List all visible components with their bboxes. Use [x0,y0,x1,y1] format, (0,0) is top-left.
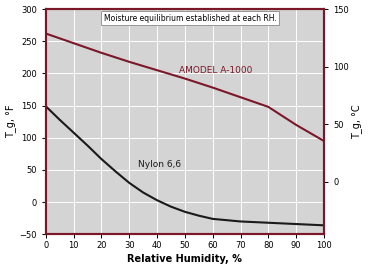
Y-axis label: T_g, °C: T_g, °C [351,104,362,139]
Y-axis label: T_g, °F: T_g, °F [6,105,17,139]
Text: Moisture equilibrium established at each RH.: Moisture equilibrium established at each… [104,14,277,23]
Text: Nylon 6,6: Nylon 6,6 [138,160,181,169]
X-axis label: Relative Humidity, %: Relative Humidity, % [127,254,242,264]
Text: AMODEL A-1000: AMODEL A-1000 [179,66,253,75]
